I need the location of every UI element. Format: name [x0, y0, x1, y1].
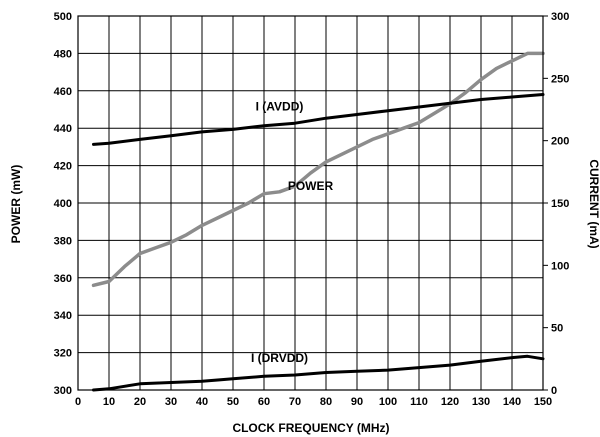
- tick-labels: 0 10 20 30 40 50 60 70 80 90 100 110 120 130 140 150 300…: [54, 11, 570, 408]
- series-label: POWER: [288, 179, 334, 193]
- series-lines: [91, 51, 545, 392]
- x-tick-label: 110: [410, 396, 428, 408]
- series-label: I (DRVDD): [251, 351, 308, 365]
- series-labels: POWER I (AVDD) I (DRVDD): [251, 99, 334, 365]
- y-tick-label: 500: [54, 11, 72, 23]
- x-tick-label: 70: [289, 396, 301, 408]
- x-tick-label: 10: [103, 396, 115, 408]
- y2-tick-label: 200: [551, 136, 569, 148]
- series-line-i-drvdd: [92, 354, 545, 392]
- y2-tick-label: 50: [551, 323, 563, 335]
- x-tick-label: 80: [320, 396, 332, 408]
- x-tick-label: 130: [472, 396, 490, 408]
- x-axis-title: CLOCK FREQUENCY (MHz): [232, 421, 389, 435]
- y2-tick-label: 150: [551, 198, 569, 210]
- y-tick-label: 300: [54, 385, 72, 397]
- x-tick-label: 90: [351, 396, 363, 408]
- y-tick-label: 340: [54, 310, 72, 322]
- y2-axis-title: CURRENT (mA): [587, 159, 600, 248]
- x-tick-label: 140: [503, 396, 521, 408]
- x-tick-label: 100: [379, 396, 397, 408]
- y-tick-label: 360: [54, 273, 72, 285]
- series-line-i-avdd: [92, 93, 545, 146]
- y-tick-label: 400: [54, 198, 72, 210]
- series-label: I (AVDD): [256, 99, 304, 113]
- y-tick-label: 320: [54, 348, 72, 360]
- x-tick-label: 0: [75, 396, 81, 408]
- y-tick-label: 460: [54, 86, 72, 98]
- x-tick-label: 40: [196, 396, 208, 408]
- y-tick-label: 380: [54, 235, 72, 247]
- y2-tick-label: 250: [551, 73, 569, 85]
- x-tick-label: 60: [258, 396, 270, 408]
- y2-tick-label: 100: [551, 260, 569, 272]
- y-tick-label: 480: [54, 48, 72, 60]
- x-tick-label: 120: [441, 396, 459, 408]
- series-line-power: [91, 51, 545, 288]
- y2-tick-label: 0: [551, 385, 557, 397]
- y-axis-title: POWER (mW): [9, 165, 23, 244]
- y-tick-label: 420: [54, 161, 72, 173]
- y-tick-label: 440: [54, 123, 72, 135]
- x-tick-label: 50: [227, 396, 239, 408]
- x-tick-label: 20: [134, 396, 146, 408]
- x-tick-label: 30: [165, 396, 177, 408]
- x-tick-label: 150: [534, 396, 552, 408]
- grid: [77, 15, 544, 391]
- y2-tick-label: 300: [551, 11, 569, 23]
